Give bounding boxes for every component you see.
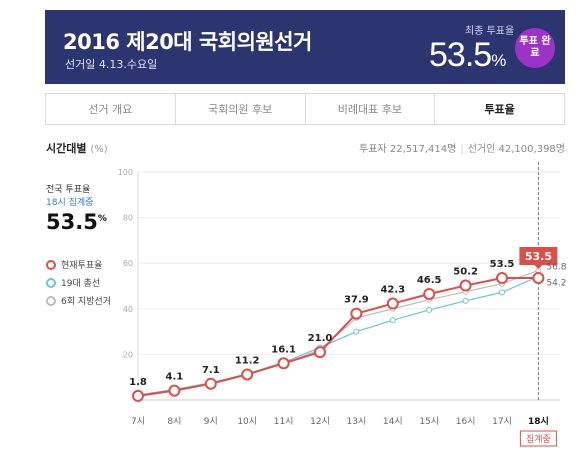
current-point [277, 357, 290, 370]
y-tick-label: 60 [123, 259, 133, 268]
current-point [423, 287, 436, 300]
tab-bar: 선거 개요 국회의원 후보 비례대표 후보 투표율 [45, 93, 565, 125]
current-point [350, 307, 363, 320]
data-label: 4.1 [166, 372, 184, 383]
tally-status: 18시 집계중 [46, 198, 94, 208]
section-unit: (%) [90, 144, 108, 155]
data-label: 46.5 [417, 275, 442, 286]
y-tick-label: 20 [123, 350, 133, 359]
x-tick-label: 18시 [528, 416, 549, 427]
tab-turnout[interactable]: 투표율 [484, 103, 515, 116]
electorate-value: 42,100,398명 [498, 144, 565, 155]
legend-label-current: 현재투표율 [61, 261, 103, 271]
series-point-1 [499, 289, 505, 296]
legend-label-19th: 19대 총선 [61, 279, 101, 289]
y-tick-label: 100 [118, 168, 133, 177]
series-point-1 [389, 317, 396, 324]
x-tick-label: 13시 [347, 416, 367, 427]
y-tick-label: 80 [123, 214, 133, 223]
election-date: 선거일 4.13.수요일 [65, 58, 158, 71]
current-point [241, 368, 254, 381]
legend-item-current: 현재투표율 [46, 258, 111, 271]
x-tick-label: 12시 [310, 416, 330, 427]
data-label: 16.1 [271, 344, 296, 355]
legend-dot-19th [46, 277, 56, 288]
x-tick-label: 15시 [419, 416, 439, 427]
legend-dot-local [46, 295, 56, 306]
section-title: 시간대별 (%) [46, 140, 108, 156]
x-tick-label: 8시 [167, 416, 181, 427]
x-tick-label: 11시 [274, 416, 294, 427]
x-tick-label: 9시 [204, 416, 218, 427]
data-label: 37.9 [344, 295, 369, 306]
legend-item-local: 6회 지방선거 [46, 294, 111, 307]
data-label: 7.1 [202, 365, 220, 376]
series-point-1 [353, 328, 360, 335]
x-tick-label: 10시 [237, 416, 257, 427]
voter-counts: 투표자 22,517,414명 | 선거인 42,100,398명 [359, 144, 565, 155]
tab-candidates[interactable]: 국회의원 후보 [176, 94, 306, 124]
legend-label-local: 6회 지방선거 [61, 297, 111, 307]
highlight-box [519, 247, 558, 266]
highlight-pointer [534, 265, 543, 270]
national-turnout-panel: 전국 투표율 18시 집계중 53.5% [46, 182, 126, 234]
current-point [314, 346, 326, 359]
current-point [459, 279, 472, 292]
x-tick-label: 14시 [383, 416, 403, 427]
current-point [168, 384, 181, 397]
current-point [496, 272, 508, 285]
highlight-label: 53.5 [525, 250, 552, 263]
current-marker-label: 집계중 [526, 433, 551, 445]
data-label: 50.2 [453, 267, 478, 278]
election-banner: 2016 제20대 국회의원선거 선거일 4.13.수요일 최종 투표율 53.… [45, 10, 565, 84]
data-label: 21.0 [308, 333, 333, 344]
end-label: 56.8 [546, 262, 566, 272]
electorate-label: 선거인 [467, 144, 496, 155]
voters-label: 투표자 [359, 144, 387, 155]
current-marker-box [519, 430, 557, 447]
current-point [204, 377, 217, 390]
current-point [132, 389, 144, 402]
current-point [386, 297, 399, 310]
legend-item-19th: 19대 총선 [46, 276, 111, 289]
x-tick-label: 7시 [131, 416, 145, 427]
x-tick-label: 17시 [492, 416, 512, 427]
end-label: 54.2 [546, 278, 566, 288]
national-turnout-unit: % [97, 214, 107, 224]
tab-proportional[interactable]: 비례대표 후보 [306, 94, 436, 124]
national-turnout-value: 53.5% [46, 210, 126, 234]
final-turnout-number: 53.5 [429, 36, 492, 74]
final-turnout-value: 53.5% [429, 36, 506, 75]
series-point-1 [462, 297, 469, 304]
vote-complete-badge: 투표 완료 [515, 28, 555, 68]
voters-value: 22,517,414명 [389, 144, 457, 155]
data-label: 42.3 [380, 285, 405, 296]
series-line-0 [137, 277, 539, 397]
data-label: 11.2 [235, 355, 260, 366]
chart-legend: 현재투표율 19대 총선 6회 지방선거 [46, 258, 111, 312]
data-label: 53.5 [490, 259, 515, 270]
final-turnout-unit: % [491, 51, 506, 70]
series-point-1 [426, 306, 433, 313]
tab-overview[interactable]: 선거 개요 [46, 94, 176, 124]
current-point [532, 272, 545, 285]
national-turnout-number: 53.5 [46, 210, 98, 234]
final-turnout-label: 최종 투표율 [465, 26, 515, 37]
x-tick-label: 16시 [456, 416, 476, 427]
data-label: 1.8 [129, 377, 147, 388]
national-turnout-label: 전국 투표율 [46, 185, 91, 195]
series-line-1 [137, 275, 539, 396]
section-title-text: 시간대별 [46, 142, 87, 155]
election-title: 2016 제20대 국회의원선거 [63, 30, 312, 54]
legend-dot-current [46, 259, 56, 270]
y-tick-label: 40 [123, 305, 133, 314]
